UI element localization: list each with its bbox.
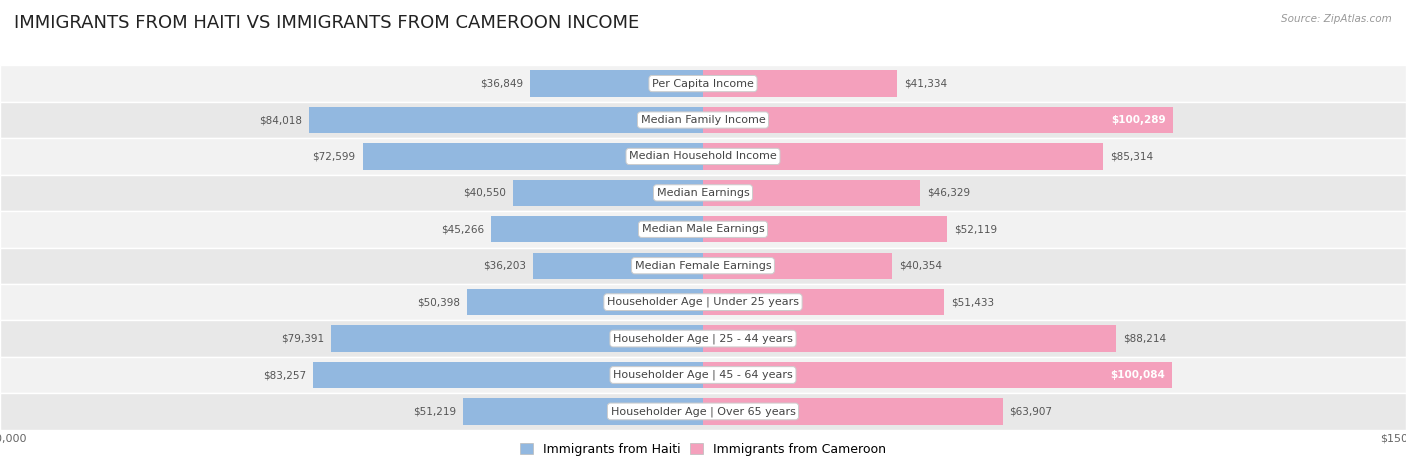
Text: $88,214: $88,214 — [1123, 333, 1167, 344]
Text: Householder Age | Under 25 years: Householder Age | Under 25 years — [607, 297, 799, 307]
Text: Source: ZipAtlas.com: Source: ZipAtlas.com — [1281, 14, 1392, 24]
Bar — [703, 143, 1102, 170]
Bar — [703, 107, 1173, 133]
Text: $40,354: $40,354 — [900, 261, 942, 271]
Text: $41,334: $41,334 — [904, 78, 946, 89]
Text: Householder Age | 45 - 64 years: Householder Age | 45 - 64 years — [613, 370, 793, 380]
Text: $100,084: $100,084 — [1111, 370, 1166, 380]
Bar — [0, 102, 1406, 138]
Text: $51,433: $51,433 — [950, 297, 994, 307]
Text: $50,398: $50,398 — [416, 297, 460, 307]
Text: $45,266: $45,266 — [440, 224, 484, 234]
Text: Householder Age | Over 65 years: Householder Age | Over 65 years — [610, 406, 796, 417]
Bar — [513, 180, 703, 206]
Text: Householder Age | 25 - 44 years: Householder Age | 25 - 44 years — [613, 333, 793, 344]
Bar — [533, 253, 703, 279]
Text: $51,219: $51,219 — [413, 406, 456, 417]
Text: $84,018: $84,018 — [259, 115, 302, 125]
Bar — [0, 357, 1406, 393]
Text: IMMIGRANTS FROM HAITI VS IMMIGRANTS FROM CAMEROON INCOME: IMMIGRANTS FROM HAITI VS IMMIGRANTS FROM… — [14, 14, 640, 32]
Legend: Immigrants from Haiti, Immigrants from Cameroon: Immigrants from Haiti, Immigrants from C… — [515, 438, 891, 461]
Bar — [703, 325, 1116, 352]
Bar — [363, 143, 703, 170]
Text: $85,314: $85,314 — [1109, 151, 1153, 162]
Bar — [703, 253, 893, 279]
Text: $46,329: $46,329 — [927, 188, 970, 198]
Text: $63,907: $63,907 — [1010, 406, 1053, 417]
Bar — [703, 398, 1002, 425]
Bar — [463, 398, 703, 425]
Bar — [491, 216, 703, 242]
Bar — [0, 211, 1406, 248]
Text: Per Capita Income: Per Capita Income — [652, 78, 754, 89]
Text: $40,550: $40,550 — [463, 188, 506, 198]
Text: Median Family Income: Median Family Income — [641, 115, 765, 125]
Text: $52,119: $52,119 — [955, 224, 997, 234]
Bar — [703, 362, 1173, 388]
Text: $83,257: $83,257 — [263, 370, 305, 380]
Bar — [0, 65, 1406, 102]
Bar — [0, 284, 1406, 320]
Bar — [467, 289, 703, 315]
Bar — [330, 325, 703, 352]
Bar — [0, 320, 1406, 357]
Text: Median Female Earnings: Median Female Earnings — [634, 261, 772, 271]
Bar — [530, 71, 703, 97]
Bar — [309, 107, 703, 133]
Text: $36,203: $36,203 — [484, 261, 526, 271]
Bar — [703, 180, 920, 206]
Text: $72,599: $72,599 — [312, 151, 356, 162]
Text: $79,391: $79,391 — [281, 333, 323, 344]
Bar — [0, 393, 1406, 430]
Text: $100,289: $100,289 — [1111, 115, 1166, 125]
Text: Median Household Income: Median Household Income — [628, 151, 778, 162]
Bar — [703, 216, 948, 242]
Bar — [312, 362, 703, 388]
Bar — [0, 248, 1406, 284]
Text: $36,849: $36,849 — [479, 78, 523, 89]
Bar — [0, 138, 1406, 175]
Text: Median Male Earnings: Median Male Earnings — [641, 224, 765, 234]
Bar — [0, 175, 1406, 211]
Bar — [703, 71, 897, 97]
Text: Median Earnings: Median Earnings — [657, 188, 749, 198]
Bar — [703, 289, 943, 315]
